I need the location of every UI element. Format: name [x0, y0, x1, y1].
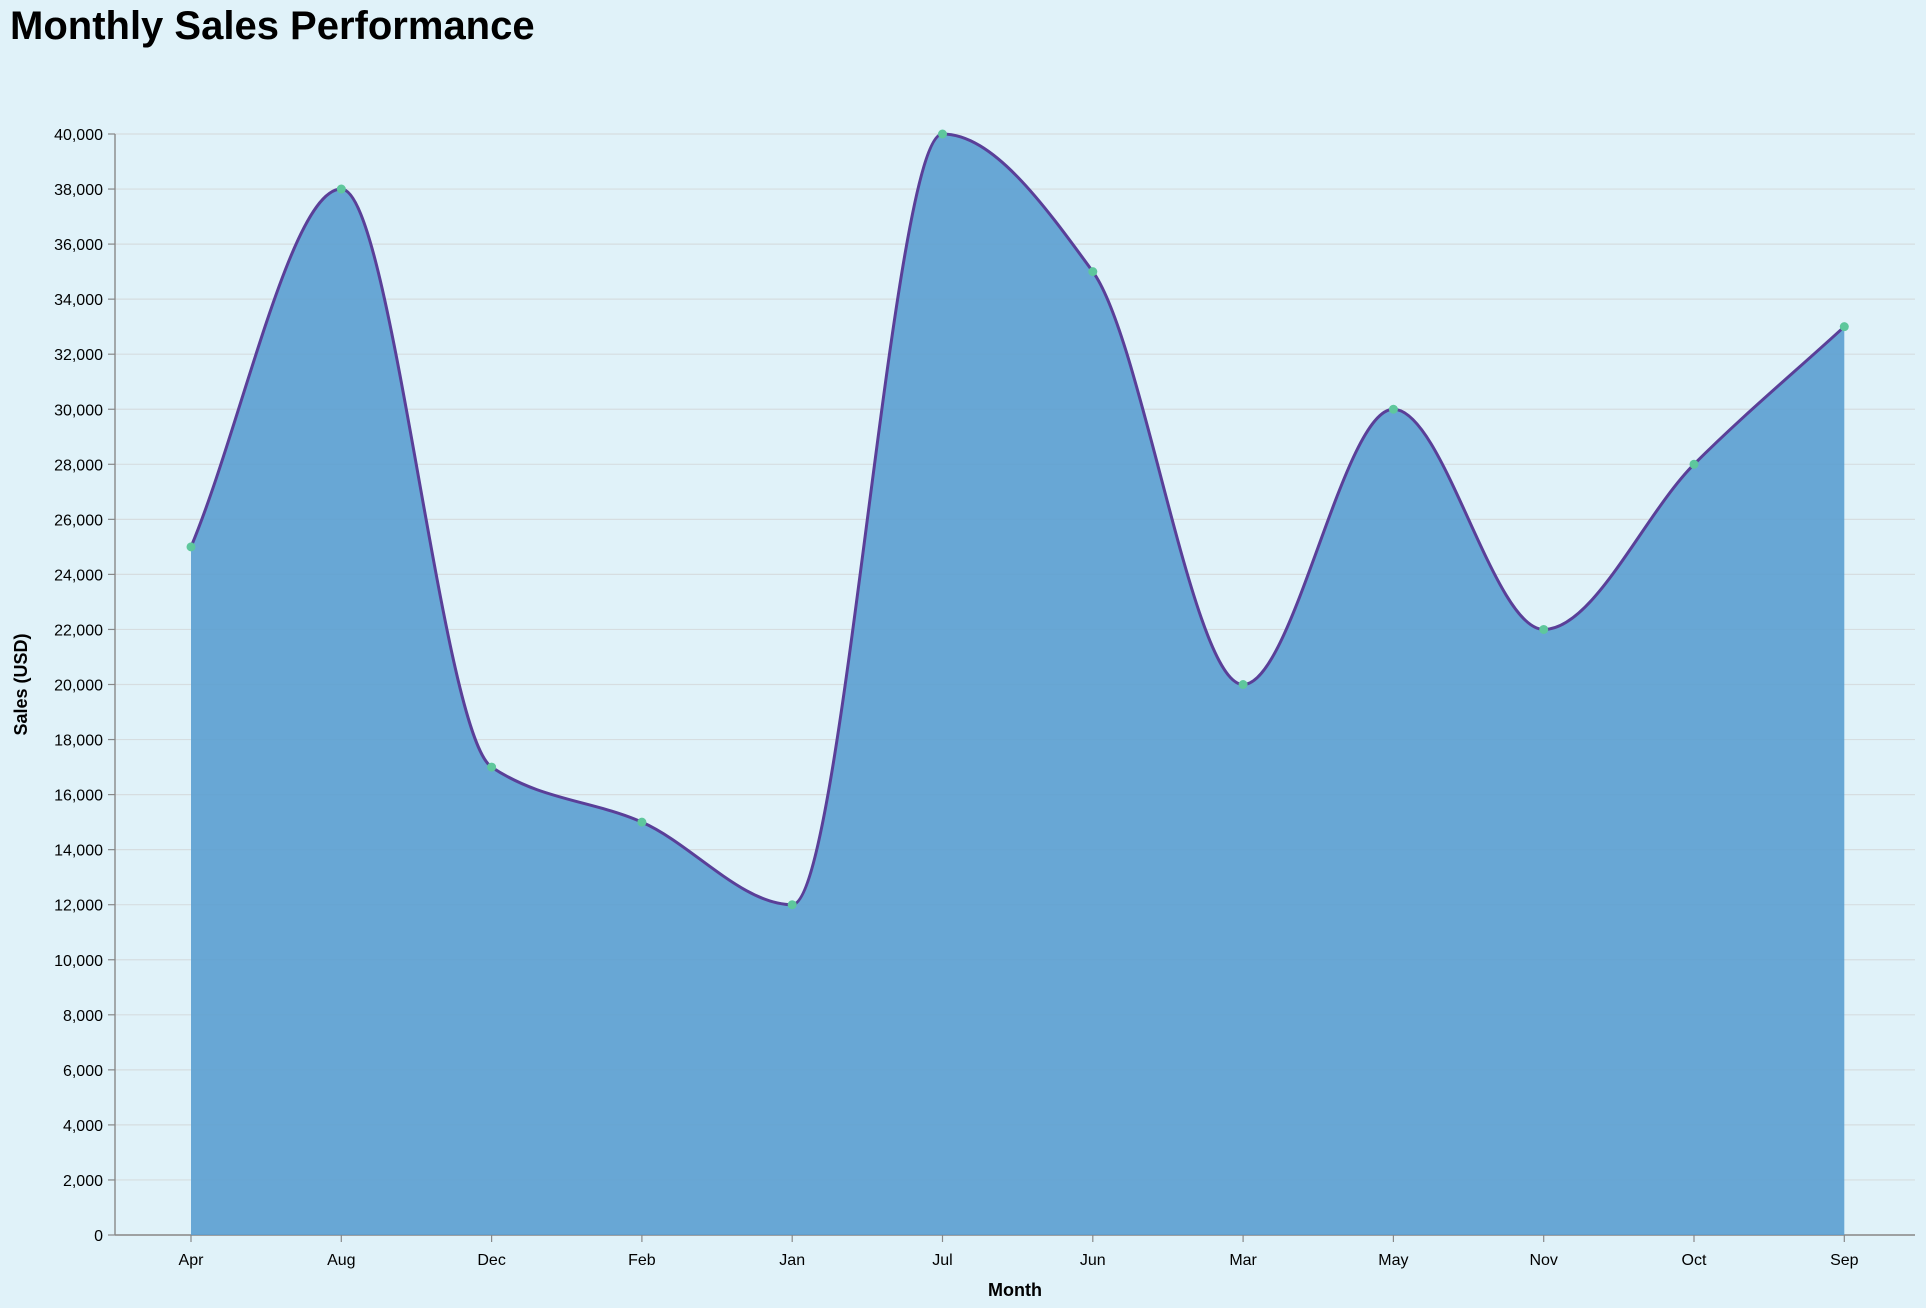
y-tick-label: 26,000 — [54, 512, 103, 529]
x-tick-label: Jun — [1080, 1252, 1106, 1269]
data-point-feb[interactable] — [637, 817, 647, 827]
y-tick-label: 2,000 — [63, 1173, 103, 1190]
x-tick-label: Jan — [779, 1252, 805, 1269]
x-axis-label: Month — [988, 1280, 1042, 1300]
y-tick-label: 28,000 — [54, 457, 103, 474]
data-point-may[interactable] — [1388, 404, 1398, 414]
y-tick-label: 40,000 — [54, 127, 103, 144]
y-tick-label: 32,000 — [54, 347, 103, 364]
data-point-apr[interactable] — [186, 542, 196, 552]
y-tick-label: 8,000 — [63, 1008, 103, 1025]
y-axis: 0 2,000 4,000 6,000 8,000 10,000 12,000 14,000 1… — [54, 127, 116, 1245]
y-tick-label: 30,000 — [54, 402, 103, 419]
y-tick-label: 4,000 — [63, 1118, 103, 1135]
x-tick-label: Mar — [1229, 1252, 1257, 1269]
data-point-oct[interactable] — [1689, 459, 1699, 469]
y-tick-label: 14,000 — [54, 843, 103, 860]
data-point-mar[interactable] — [1238, 680, 1248, 689]
y-tick-label: 10,000 — [54, 953, 103, 970]
y-tick-label: 20,000 — [54, 678, 103, 695]
x-axis: Apr Aug Dec Feb Jan Jul Jun Mar May Nov Oct Sep — [115, 1234, 1915, 1269]
y-tick-label: 24,000 — [54, 567, 103, 584]
data-point-jan[interactable] — [787, 900, 797, 910]
x-tick-label: Aug — [327, 1252, 355, 1269]
y-tick-label: 22,000 — [54, 622, 103, 639]
data-point-jun[interactable] — [1088, 267, 1098, 277]
data-points — [186, 129, 1849, 910]
y-tick-label: 16,000 — [54, 788, 103, 805]
y-axis-label: Sales (USD) — [11, 633, 31, 735]
data-point-jul[interactable] — [938, 129, 947, 139]
area-fill — [191, 134, 1845, 1235]
y-tick-label: 36,000 — [54, 237, 103, 254]
x-tick-label: Jul — [932, 1252, 952, 1269]
y-tick-label: 12,000 — [54, 898, 103, 915]
y-tick-label: 38,000 — [54, 182, 103, 199]
x-tick-label: Feb — [628, 1252, 656, 1269]
x-tick-label: Sep — [1830, 1252, 1859, 1269]
x-tick-label: Nov — [1529, 1252, 1557, 1269]
x-tick-label: Apr — [179, 1252, 205, 1269]
y-tick-label: 18,000 — [54, 733, 103, 750]
data-point-nov[interactable] — [1539, 624, 1549, 634]
x-tick-label: May — [1378, 1252, 1408, 1269]
data-point-aug[interactable] — [336, 184, 346, 194]
data-point-dec[interactable] — [487, 762, 497, 772]
x-tick-label: Dec — [477, 1252, 505, 1269]
y-tick-label: 6,000 — [63, 1063, 103, 1080]
y-tick-label: 0 — [94, 1228, 103, 1245]
x-tick-label: Oct — [1682, 1252, 1707, 1269]
y-tick-label: 34,000 — [54, 292, 103, 309]
series-line — [189, 132, 1846, 907]
chart-title: Monthly Sales Performance — [10, 4, 535, 48]
data-point-sep[interactable] — [1839, 322, 1849, 332]
